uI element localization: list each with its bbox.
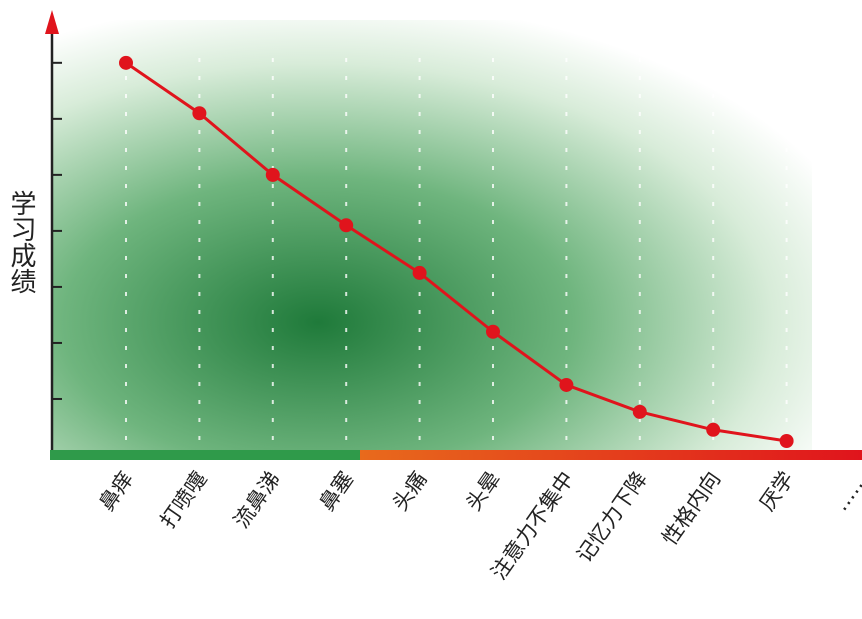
line [125, 61, 787, 443]
point [486, 324, 500, 339]
x-tick-label: 打喷嚏 [156, 467, 212, 532]
point [339, 218, 354, 233]
point [559, 377, 574, 392]
x-tick-label: 头痛 [388, 467, 432, 515]
x-tick-label: 头晕 [461, 467, 505, 515]
x-tick-label: …… [828, 467, 862, 515]
x-tick-label: 鼻塞 [315, 467, 359, 515]
y-axis-label: 学习成绩 [6, 190, 36, 294]
point [192, 106, 207, 121]
x-tick-label: 流鼻涕 [229, 467, 285, 532]
point [119, 55, 133, 70]
point [412, 265, 427, 280]
x-tick-label: 厌学 [755, 467, 799, 515]
y-arrow [45, 10, 59, 34]
point [706, 422, 721, 437]
point [779, 433, 794, 448]
x-axis-red [360, 450, 862, 460]
background [52, 20, 812, 452]
x-tick-label: 记忆力下降 [572, 467, 652, 567]
point [632, 404, 647, 419]
point [265, 167, 280, 182]
x-tick-label: 鼻痒 [94, 467, 138, 515]
x-axis-green [50, 450, 360, 460]
x-tick-label: 性格内向 [657, 467, 725, 550]
